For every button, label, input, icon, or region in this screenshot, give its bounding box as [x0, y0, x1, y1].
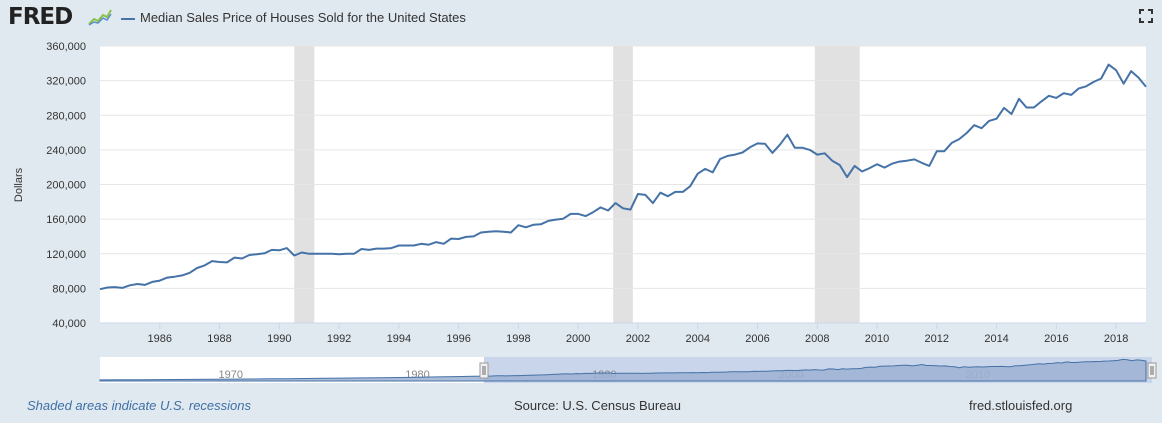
- legend-series-label: Median Sales Price of Houses Sold for th…: [140, 10, 466, 25]
- x-tick-label: 1992: [327, 333, 351, 345]
- y-tick-label: 320,000: [46, 76, 86, 88]
- x-tick-label: 1998: [506, 333, 530, 345]
- series-line[interactable]: [99, 63, 1147, 291]
- navigator-right-handle[interactable]: [1147, 362, 1157, 379]
- recession-note-link[interactable]: Shaded areas indicate U.S. recessions: [27, 398, 252, 413]
- x-tick-label: 2006: [745, 333, 769, 345]
- x-tick-label: 2002: [626, 333, 650, 345]
- x-tick-label: 2014: [984, 333, 1008, 345]
- x-tick-label: 1988: [207, 333, 231, 345]
- fred-logo[interactable]: FRED: [8, 4, 73, 30]
- site-url[interactable]: fred.stlouisfed.org: [969, 398, 1073, 413]
- chart-header: FRED Median Sales Price of Houses Sold f…: [0, 0, 1162, 34]
- fred-logo-graph-icon: [88, 8, 112, 26]
- y-axis: 40,000 80,000 120,000 160,000 200,000 240,000…: [46, 41, 86, 330]
- x-tick-label: 2010: [865, 333, 889, 345]
- series-line-layer[interactable]: [99, 63, 1147, 291]
- y-axis-title: Dollars: [13, 167, 25, 202]
- grid-lines: [100, 45, 1146, 289]
- x-tick-label: 2012: [925, 333, 949, 345]
- y-tick-label: 360,000: [46, 41, 86, 53]
- source-text: Source: U.S. Census Bureau: [514, 398, 681, 413]
- x-tick-label: 2016: [1044, 333, 1068, 345]
- x-tick-label: 1986: [148, 333, 172, 345]
- x-tick-label: 1990: [267, 333, 291, 345]
- y-tick-label: 40,000: [52, 318, 86, 330]
- time-navigator[interactable]: 19701980199020002010: [99, 357, 1157, 383]
- x-tick-label: 2008: [805, 333, 829, 345]
- y-tick-label: 280,000: [46, 110, 86, 122]
- y-tick-label: 120,000: [46, 249, 86, 261]
- y-tick-label: 80,000: [52, 283, 86, 295]
- y-tick-label: 160,000: [46, 214, 86, 226]
- x-axis: 1986 1988 1990 1992 1994 1996 1998 2000 2002 2004…: [100, 322, 1146, 345]
- y-tick-label: 200,000: [46, 180, 86, 192]
- x-tick-label: 1994: [387, 333, 411, 345]
- legend-line-swatch: [121, 17, 135, 20]
- navigator-year-label: 1970: [219, 369, 243, 381]
- chart-legend[interactable]: Median Sales Price of Houses Sold for th…: [121, 10, 466, 25]
- x-tick-label: 1996: [446, 333, 470, 345]
- navigator-series-area: [99, 358, 1147, 382]
- x-tick-label: 2004: [685, 333, 709, 345]
- expand-icon[interactable]: [1139, 9, 1153, 23]
- navigator-left-handle[interactable]: [479, 362, 489, 379]
- y-tick-label: 240,000: [46, 145, 86, 157]
- x-tick-label: 2018: [1104, 333, 1128, 345]
- x-tick-label: 2000: [566, 333, 590, 345]
